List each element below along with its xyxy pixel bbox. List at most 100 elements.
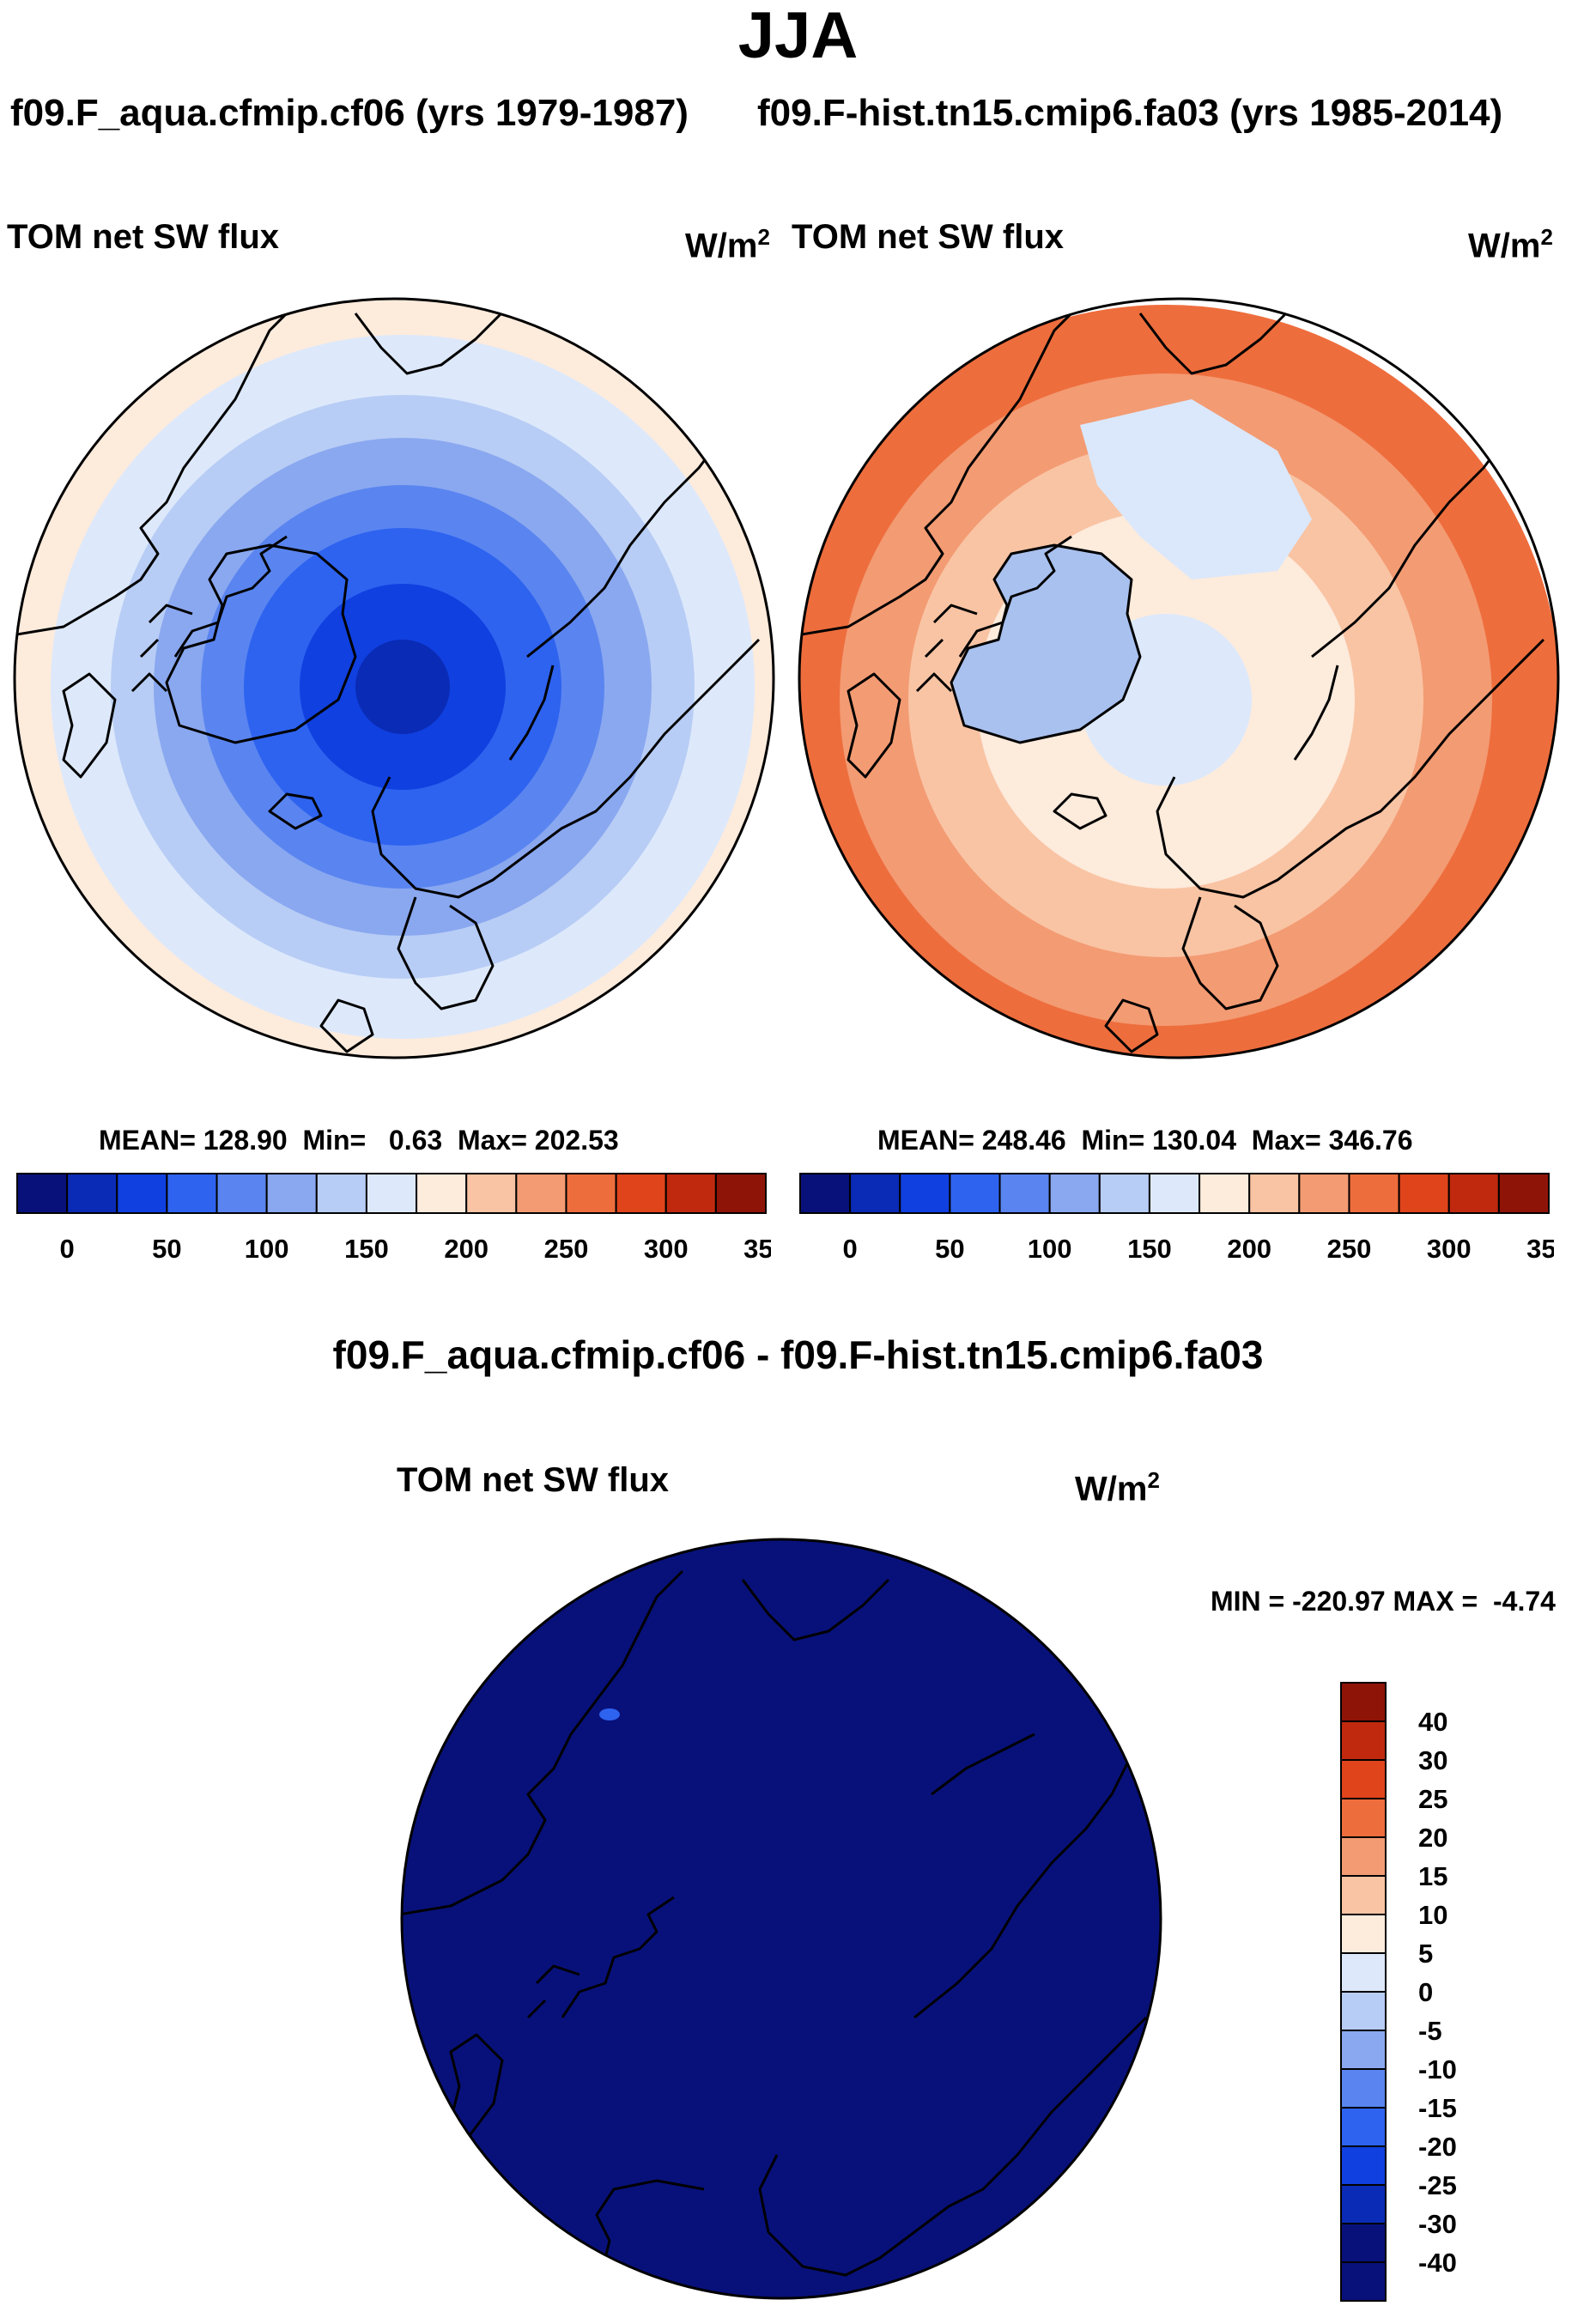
colorbar-box <box>116 1173 168 1214</box>
colorbar-box <box>1340 1875 1387 1915</box>
coastline-scandinavia <box>397 896 495 1010</box>
colorbar-box <box>1340 2261 1387 2302</box>
colorbar-tick-label: 150 <box>344 1234 389 1264</box>
panel-left-stats: MEAN= 128.90 Min= 0.63 Max= 202.53 <box>99 1125 619 1156</box>
panel-right-stats: MEAN= 248.46 Min= 130.04 Max= 346.76 <box>877 1125 1413 1156</box>
colorbar-box <box>1340 2030 1387 2070</box>
map-panel-left <box>13 297 775 1059</box>
panel-left-variable: TOM net SW flux <box>7 218 280 256</box>
colorbar-box <box>1048 1173 1101 1214</box>
colorbar-right: 0 50 100 150 200 250 300 350 <box>799 1173 1554 1264</box>
colorbar-tick-label: 0 <box>843 1234 858 1264</box>
colorbar-box <box>465 1173 518 1214</box>
map-panel-difference <box>400 1538 1162 2300</box>
colorbar-tick-label: 40 <box>1418 1707 1447 1737</box>
case-title-right: f09.F-hist.tn15.cmip6.fa03 (yrs 1985-201… <box>757 92 1503 134</box>
colorbar-tick-label: -25 <box>1418 2170 1457 2200</box>
colorbar-tick-label: -20 <box>1418 2132 1457 2162</box>
colorbar-box <box>1298 1173 1350 1214</box>
colorbar-box <box>714 1173 767 1214</box>
colorbar-tick-label: -5 <box>1418 2016 1442 2046</box>
colorbar-box <box>1340 1759 1387 1799</box>
colorbar-tick-label: 25 <box>1418 1784 1447 1814</box>
coastline-british-isles <box>319 998 374 1053</box>
colorbar-tick-label: 10 <box>1418 1900 1447 1930</box>
colorbar-box <box>849 1173 901 1214</box>
panel-diff-units: W/m2 <box>1075 1467 1160 1508</box>
left-contour-band <box>355 640 450 734</box>
colorbar-tick-label: 250 <box>544 1234 589 1264</box>
colorbar-box <box>265 1173 318 1214</box>
colorbar-tick-label: 30 <box>1418 1745 1447 1775</box>
colorbar-box <box>1340 1836 1387 1877</box>
colorbar-tick-label: -10 <box>1418 2054 1457 2084</box>
colorbar-box <box>416 1173 468 1214</box>
panel-diff-minmax: MIN = -220.97 MAX = -4.74 <box>1211 1586 1556 1617</box>
colorbar-tick-label: 20 <box>1418 1823 1447 1853</box>
colorbar-tick-label: 50 <box>152 1234 181 1264</box>
colorbar-box <box>1340 1991 1387 2031</box>
colorbar-box <box>1340 2068 1387 2109</box>
case-title-left: f09.F_aqua.cfmip.cf06 (yrs 1979-1987) <box>10 92 689 134</box>
colorbar-difference: 40 30 25 20 15 10 5 0 -5 -10 -15 -20 -25 -30 -40 <box>1340 1682 1457 2302</box>
colorbar-tick-label: 5 <box>1418 1939 1433 1969</box>
coastline-greenland <box>165 543 357 744</box>
colorbar-box <box>664 1173 717 1214</box>
panel-right-variable: TOM net SW flux <box>792 218 1065 256</box>
colorbar-box <box>1340 1798 1387 1838</box>
colorbar-tick-label: -30 <box>1418 2209 1457 2239</box>
panel-left-units: W/m2 <box>685 224 770 265</box>
colorbar-box <box>615 1173 667 1214</box>
panel-diff-variable: TOM net SW flux <box>397 1461 670 1499</box>
difference-field <box>402 1539 1161 2298</box>
colorbar-tick-label: 300 <box>1427 1234 1472 1264</box>
map-panel-right <box>798 297 1560 1059</box>
figure-title: JJA <box>737 0 859 72</box>
colorbar-box <box>315 1173 367 1214</box>
colorbar-box <box>1340 2184 1387 2224</box>
colorbar-tick-label: 250 <box>1327 1234 1372 1264</box>
colorbar-tick-label: 300 <box>644 1234 689 1264</box>
colorbar-box <box>998 1173 1051 1214</box>
colorbar-box <box>1248 1173 1301 1214</box>
coastline-eurasia <box>371 638 761 899</box>
colorbar-box <box>799 1173 852 1214</box>
colorbar-tick-label: 200 <box>1227 1234 1271 1264</box>
colorbar-box <box>1398 1173 1450 1214</box>
colorbar-box <box>1340 1720 1387 1761</box>
colorbar-tick-label: 0 <box>1418 1977 1433 2007</box>
colorbar-box <box>166 1173 218 1214</box>
colorbar-tick-label: 0 <box>60 1234 75 1264</box>
coastline-hudson-bay <box>62 672 117 779</box>
colorbar-tick-label: 100 <box>1028 1234 1072 1264</box>
colorbar-box <box>1340 2223 1387 2263</box>
coastline-novaya-zemlya <box>508 664 555 761</box>
colorbar-box <box>1340 1952 1387 1993</box>
colorbar-box <box>1199 1173 1251 1214</box>
colorbar-box <box>1148 1173 1201 1214</box>
arctic-ocean-fill <box>1080 399 1312 580</box>
colorbar-box <box>1098 1173 1150 1214</box>
colorbar-tick-label: 50 <box>935 1234 964 1264</box>
colorbar-box <box>1340 1914 1387 1954</box>
coastline-canadian-archipelago <box>130 535 288 693</box>
colorbar-box <box>215 1173 268 1214</box>
colorbar-tick-label: 200 <box>444 1234 489 1264</box>
greenland-ice-fill <box>951 545 1140 743</box>
colorbar-box <box>1348 1173 1400 1214</box>
colorbar-box <box>949 1173 1001 1214</box>
colorbar-tick-label: -40 <box>1418 2248 1457 2278</box>
colorbar-box <box>1340 1682 1387 1722</box>
colorbar-box <box>16 1173 69 1214</box>
coastline-iceland <box>268 792 323 830</box>
difference-title: f09.F_aqua.cfmip.cf06 - f09.F-hist.tn15.… <box>332 1332 1264 1377</box>
colorbar-tick-label: 100 <box>245 1234 289 1264</box>
colorbar-tick-label: -15 <box>1418 2093 1457 2123</box>
colorbar-box <box>1447 1173 1500 1214</box>
coastline-alaska <box>354 312 503 375</box>
colorbar-tick-label: 350 <box>743 1234 771 1264</box>
colorbar-tick-label: 350 <box>1526 1234 1554 1264</box>
colorbar-box <box>1340 2145 1387 2186</box>
coastline-north-america <box>15 303 297 637</box>
panel-right-units: W/m2 <box>1468 224 1553 265</box>
